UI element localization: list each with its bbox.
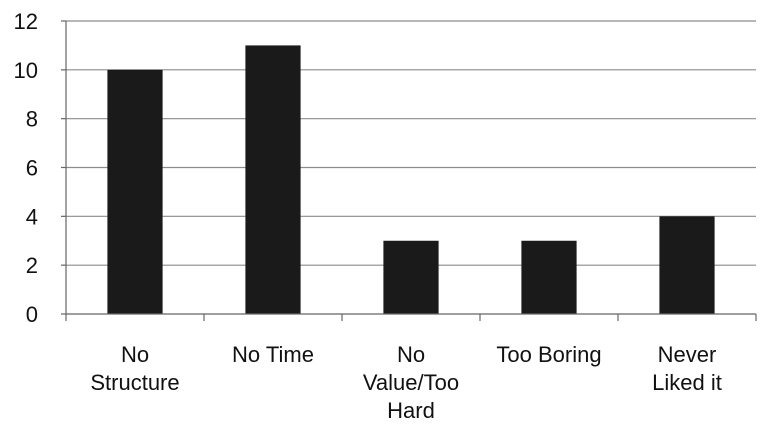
x-tick-label-line: No — [397, 342, 425, 367]
bar — [659, 216, 715, 314]
y-tick-label: 0 — [26, 302, 38, 327]
x-tick-label: No Value/Too Hard — [363, 342, 459, 423]
y-tick-label: 6 — [26, 156, 38, 181]
x-tick-label: No Structure — [90, 342, 179, 395]
axes — [61, 20, 757, 321]
x-tick-label-line: Liked it — [652, 370, 722, 395]
y-tick-label: 10 — [14, 58, 38, 83]
x-tick-label-line: No — [121, 342, 149, 367]
x-tick-label-line: Structure — [90, 370, 179, 395]
x-tick-label: No Time — [232, 342, 314, 367]
y-tick-labels: 0 2 4 6 8 10 12 — [14, 9, 38, 327]
bars — [107, 45, 715, 315]
x-tick-label: Never Liked it — [652, 342, 722, 395]
x-tick-label: Too Boring — [496, 342, 601, 367]
x-tick-label-line: Value/Too — [363, 370, 459, 395]
y-tick-label: 4 — [26, 204, 38, 229]
bar — [245, 45, 301, 315]
gridlines — [66, 20, 756, 266]
x-tick-label-line: Hard — [387, 398, 435, 423]
x-tick-labels: No Structure No Time No Value/Too Hard Too Bor… — [90, 342, 721, 423]
y-tick-label: 12 — [14, 9, 38, 34]
bar — [521, 240, 577, 314]
bar — [383, 240, 439, 314]
y-tick-label: 8 — [26, 107, 38, 132]
y-tick-label: 2 — [26, 253, 38, 278]
bar — [107, 69, 163, 314]
x-tick-label-line: No Time — [232, 342, 314, 367]
x-tick-label-line: Too Boring — [496, 342, 601, 367]
x-tick-label-line: Never — [658, 342, 717, 367]
